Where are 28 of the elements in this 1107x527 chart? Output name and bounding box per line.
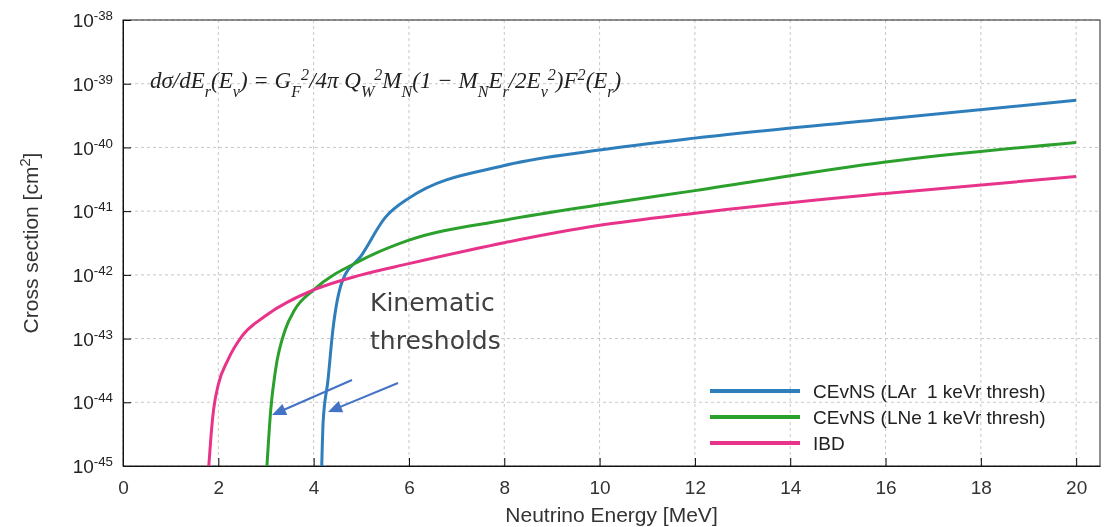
line-series xyxy=(265,140,1078,468)
text: dσ/dE$_{r}$(E$_{ν}$) = G$_{F}$$^{2}$/4π Q$_{W}$$^{2}$M$_{N}$(1 − M$_{N}$E$_{r}$/2E$_{ν}$$^{2}$)F$^{2}$(E$_{r}$) xyxy=(150,65,622,100)
x-tick-label: 2 xyxy=(213,476,225,498)
y-tick-label: 10$^{-40}$ xyxy=(72,135,113,159)
y-tick-label: 10$^{-38}$ xyxy=(72,7,113,32)
line-series xyxy=(320,98,1078,468)
x-axis-title: Neutrino Energy [MeV] xyxy=(505,503,718,526)
x-tick-label: 14 xyxy=(780,476,802,498)
y-tick-label: 10$^{-45}$ xyxy=(72,453,113,478)
x-tick-label: 0 xyxy=(118,476,129,498)
legend-label: CEvNS (LNe 1 keVr thresh) xyxy=(813,406,1046,428)
x-tick-label: 4 xyxy=(308,476,320,498)
x-tick-label: 8 xyxy=(499,476,511,498)
x-tick-label: 10 xyxy=(589,476,611,498)
legend-label: CEvNS (LAr 1 keVr thresh) xyxy=(813,380,1046,402)
legend-label: IBD xyxy=(813,432,845,454)
x-tick-label: 20 xyxy=(1066,476,1088,498)
y-tick-label: 10$^{-42}$ xyxy=(72,262,113,287)
y-tick-label: 10$^{-43}$ xyxy=(72,326,113,350)
annotation: Kinematic thresholds xyxy=(370,288,501,355)
x-tick-label: 6 xyxy=(404,476,415,498)
y-tick-label: 10$^{-39}$ xyxy=(72,71,113,95)
x-tick-label: 18 xyxy=(970,476,992,498)
y-tick-label: 10$^{-44}$ xyxy=(72,389,113,414)
line-series xyxy=(207,174,1078,468)
x-tick-label: 12 xyxy=(684,476,706,498)
x-tick-label: 16 xyxy=(875,476,897,498)
y-tick-label: 10$^{-41}$ xyxy=(72,198,113,223)
